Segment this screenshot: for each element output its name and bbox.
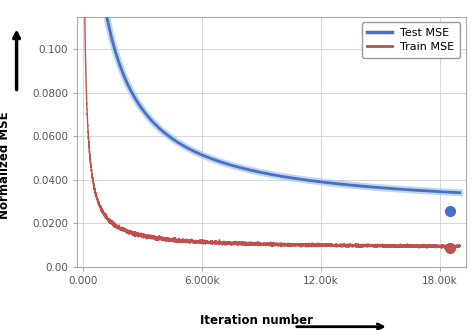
Test MSE [303,178,309,182]
Test MSE [457,191,463,195]
Test MSE [217,160,222,164]
Train MSE [217,242,222,246]
Train MSE [319,243,325,247]
Train MSE [380,245,385,249]
Line: Train MSE: Train MSE [83,0,460,248]
Legend: Test MSE, Train MSE: Test MSE, Train MSE [362,22,460,58]
Train MSE [457,243,463,247]
Train MSE [359,244,365,248]
Text: Normalized MSE: Normalized MSE [0,111,11,219]
Train MSE [438,247,444,250]
Test MSE [319,180,325,184]
Line: Test MSE: Test MSE [83,0,460,193]
Test MSE [359,184,365,188]
Test MSE [380,186,385,190]
Train MSE [99,209,105,213]
Train MSE [303,243,309,247]
Text: Iteration number: Iteration number [200,314,321,327]
